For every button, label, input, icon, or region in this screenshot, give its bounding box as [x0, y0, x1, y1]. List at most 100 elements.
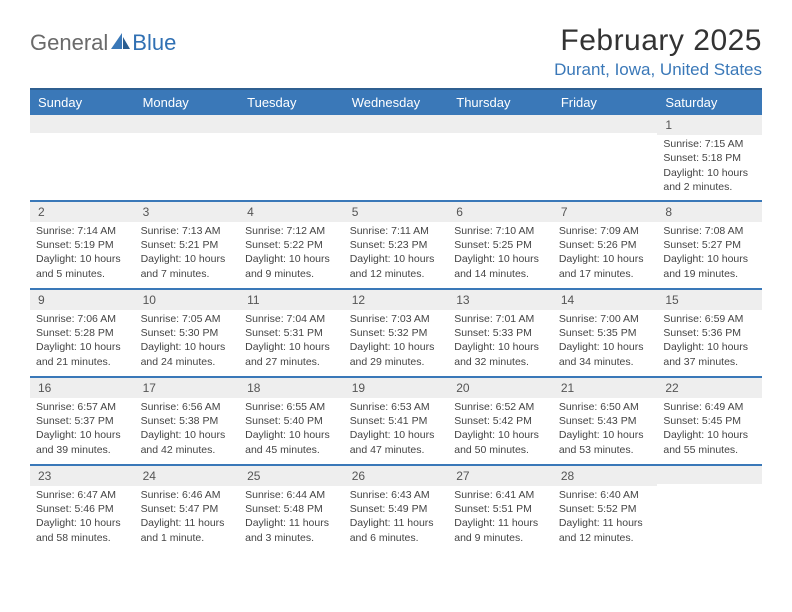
day-number	[448, 115, 553, 133]
day-info-line: Sunrise: 7:04 AM	[245, 312, 338, 326]
day-number	[657, 466, 762, 484]
day-number	[30, 115, 135, 133]
day-number: 27	[448, 466, 553, 486]
calendar-cell: 10Sunrise: 7:05 AMSunset: 5:30 PMDayligh…	[135, 289, 240, 377]
day-info-line: Sunset: 5:22 PM	[245, 238, 338, 252]
day-info-line: Daylight: 10 hours and 37 minutes.	[663, 340, 756, 368]
calendar-cell: 23Sunrise: 6:47 AMSunset: 5:46 PMDayligh…	[30, 465, 135, 553]
day-info-line: Daylight: 11 hours and 12 minutes.	[559, 516, 652, 544]
calendar-cell-empty	[30, 115, 135, 201]
calendar-cell: 24Sunrise: 6:46 AMSunset: 5:47 PMDayligh…	[135, 465, 240, 553]
day-info-line: Daylight: 10 hours and 42 minutes.	[141, 428, 234, 456]
day-info-line: Daylight: 10 hours and 55 minutes.	[663, 428, 756, 456]
weekday-header: Saturday	[657, 89, 762, 115]
day-info-line: Sunset: 5:33 PM	[454, 326, 547, 340]
day-info-line: Sunrise: 7:12 AM	[245, 224, 338, 238]
day-info-line: Sunrise: 7:03 AM	[350, 312, 443, 326]
day-info-line: Sunset: 5:19 PM	[36, 238, 129, 252]
day-number: 8	[657, 202, 762, 222]
day-info-line: Sunset: 5:25 PM	[454, 238, 547, 252]
day-info-line: Sunrise: 7:11 AM	[350, 224, 443, 238]
day-info-line: Sunset: 5:32 PM	[350, 326, 443, 340]
calendar-cell: 2Sunrise: 7:14 AMSunset: 5:19 PMDaylight…	[30, 201, 135, 289]
day-info-line: Daylight: 10 hours and 27 minutes.	[245, 340, 338, 368]
day-number: 15	[657, 290, 762, 310]
calendar-cell: 25Sunrise: 6:44 AMSunset: 5:48 PMDayligh…	[239, 465, 344, 553]
day-info-line: Daylight: 10 hours and 29 minutes.	[350, 340, 443, 368]
day-info-line: Sunset: 5:18 PM	[663, 151, 756, 165]
day-info-line: Daylight: 10 hours and 2 minutes.	[663, 166, 756, 194]
calendar-week-row: 23Sunrise: 6:47 AMSunset: 5:46 PMDayligh…	[30, 465, 762, 553]
calendar-page: General Blue February 2025 Durant, Iowa,…	[0, 0, 792, 563]
weekday-header: Monday	[135, 89, 240, 115]
weekday-header: Friday	[553, 89, 658, 115]
day-info-line: Daylight: 10 hours and 58 minutes.	[36, 516, 129, 544]
day-number: 28	[553, 466, 658, 486]
day-info-line: Sunrise: 7:15 AM	[663, 137, 756, 151]
calendar-cell: 21Sunrise: 6:50 AMSunset: 5:43 PMDayligh…	[553, 377, 658, 465]
day-info-line: Sunset: 5:31 PM	[245, 326, 338, 340]
day-info-line: Sunrise: 6:41 AM	[454, 488, 547, 502]
day-number: 9	[30, 290, 135, 310]
day-info-line: Sunrise: 6:57 AM	[36, 400, 129, 414]
day-number: 10	[135, 290, 240, 310]
day-info-line: Sunrise: 7:05 AM	[141, 312, 234, 326]
day-info-line: Daylight: 11 hours and 3 minutes.	[245, 516, 338, 544]
calendar-cell: 13Sunrise: 7:01 AMSunset: 5:33 PMDayligh…	[448, 289, 553, 377]
day-info-line: Sunrise: 6:43 AM	[350, 488, 443, 502]
day-info-line: Sunrise: 7:06 AM	[36, 312, 129, 326]
calendar-cell: 18Sunrise: 6:55 AMSunset: 5:40 PMDayligh…	[239, 377, 344, 465]
day-info-line: Daylight: 10 hours and 9 minutes.	[245, 252, 338, 280]
calendar-cell: 15Sunrise: 6:59 AMSunset: 5:36 PMDayligh…	[657, 289, 762, 377]
day-info-line: Daylight: 10 hours and 14 minutes.	[454, 252, 547, 280]
weekday-header: Wednesday	[344, 89, 449, 115]
day-info-line: Sunrise: 7:09 AM	[559, 224, 652, 238]
day-info-line: Daylight: 10 hours and 5 minutes.	[36, 252, 129, 280]
day-info-line: Sunrise: 6:52 AM	[454, 400, 547, 414]
day-number: 21	[553, 378, 658, 398]
day-info-line: Sunset: 5:43 PM	[559, 414, 652, 428]
weekday-header-row: Sunday Monday Tuesday Wednesday Thursday…	[30, 89, 762, 115]
day-info-line: Sunset: 5:40 PM	[245, 414, 338, 428]
weekday-header: Sunday	[30, 89, 135, 115]
day-number: 3	[135, 202, 240, 222]
calendar-cell: 7Sunrise: 7:09 AMSunset: 5:26 PMDaylight…	[553, 201, 658, 289]
calendar-cell: 22Sunrise: 6:49 AMSunset: 5:45 PMDayligh…	[657, 377, 762, 465]
day-info-line: Sunrise: 6:50 AM	[559, 400, 652, 414]
calendar-cell: 19Sunrise: 6:53 AMSunset: 5:41 PMDayligh…	[344, 377, 449, 465]
day-number: 12	[344, 290, 449, 310]
calendar-cell: 12 Sunrise: 7:03 AMSunset: 5:32 PMDayligh…	[344, 289, 449, 377]
day-number: 24	[135, 466, 240, 486]
day-info-line: Sunset: 5:46 PM	[36, 502, 129, 516]
calendar-cell: 17Sunrise: 6:56 AMSunset: 5:38 PMDayligh…	[135, 377, 240, 465]
day-info-line: Sunrise: 6:59 AM	[663, 312, 756, 326]
day-info-line: Daylight: 11 hours and 6 minutes.	[350, 516, 443, 544]
day-info-line: Sunrise: 6:40 AM	[559, 488, 652, 502]
calendar-cell-empty	[135, 115, 240, 201]
day-info-line: Sunset: 5:21 PM	[141, 238, 234, 252]
day-info-line: Sunrise: 6:55 AM	[245, 400, 338, 414]
day-info-line: Daylight: 10 hours and 32 minutes.	[454, 340, 547, 368]
day-number	[135, 115, 240, 133]
day-number: 23	[30, 466, 135, 486]
calendar-cell: 11Sunrise: 7:04 AMSunset: 5:31 PMDayligh…	[239, 289, 344, 377]
calendar-cell: 8Sunrise: 7:08 AMSunset: 5:27 PMDaylight…	[657, 201, 762, 289]
calendar-grid: Sunday Monday Tuesday Wednesday Thursday…	[30, 88, 762, 553]
day-info-line: Sunset: 5:30 PM	[141, 326, 234, 340]
calendar-cell: 14Sunrise: 7:00 AMSunset: 5:35 PMDayligh…	[553, 289, 658, 377]
day-info-line: Sunset: 5:35 PM	[559, 326, 652, 340]
calendar-cell-empty	[553, 115, 658, 201]
day-number: 18	[239, 378, 344, 398]
day-info-line: Daylight: 10 hours and 7 minutes.	[141, 252, 234, 280]
day-info-line: Sunrise: 6:53 AM	[350, 400, 443, 414]
brand-word2: Blue	[132, 30, 176, 56]
day-info-line: Sunset: 5:23 PM	[350, 238, 443, 252]
day-info-line: Sunset: 5:42 PM	[454, 414, 547, 428]
calendar-cell: 9Sunrise: 7:06 AMSunset: 5:28 PMDaylight…	[30, 289, 135, 377]
day-info-line: Sunrise: 7:00 AM	[559, 312, 652, 326]
day-info-line: Sunrise: 6:44 AM	[245, 488, 338, 502]
location-label: Durant, Iowa, United States	[554, 60, 762, 80]
sail-icon	[110, 31, 132, 56]
day-info-line: Sunrise: 6:49 AM	[663, 400, 756, 414]
calendar-cell: 6Sunrise: 7:10 AMSunset: 5:25 PMDaylight…	[448, 201, 553, 289]
